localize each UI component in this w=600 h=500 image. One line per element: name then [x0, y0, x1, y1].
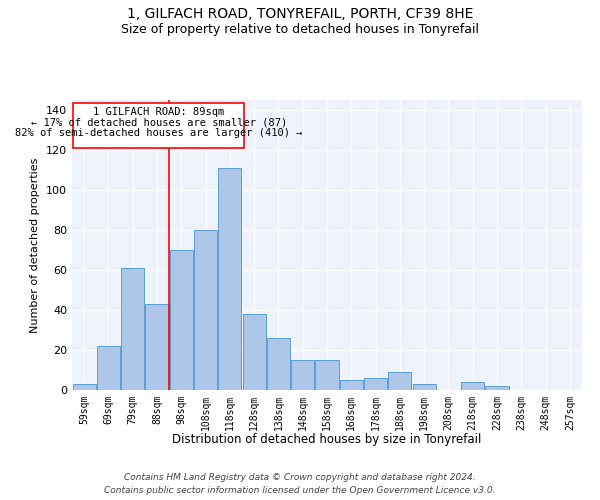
Y-axis label: Number of detached properties: Number of detached properties [31, 158, 40, 332]
Bar [218, 168, 241, 390]
Text: ← 17% of detached houses are smaller (87): ← 17% of detached houses are smaller (87… [31, 117, 287, 127]
Text: 1, GILFACH ROAD, TONYREFAIL, PORTH, CF39 8HE: 1, GILFACH ROAD, TONYREFAIL, PORTH, CF39… [127, 8, 473, 22]
Text: Distribution of detached houses by size in Tonyrefail: Distribution of detached houses by size … [172, 432, 482, 446]
Bar [242, 314, 266, 390]
Bar [461, 382, 484, 390]
Bar [121, 268, 144, 390]
Text: 82% of semi-detached houses are larger (410) →: 82% of semi-detached houses are larger (… [15, 128, 302, 138]
Bar [291, 360, 314, 390]
Bar [364, 378, 387, 390]
Bar [485, 386, 509, 390]
Text: Contains HM Land Registry data © Crown copyright and database right 2024.
Contai: Contains HM Land Registry data © Crown c… [104, 473, 496, 495]
FancyBboxPatch shape [73, 103, 244, 148]
Bar [267, 338, 290, 390]
Bar [145, 304, 169, 390]
Bar [316, 360, 338, 390]
Bar [97, 346, 120, 390]
Bar [73, 384, 95, 390]
Bar [170, 250, 193, 390]
Bar [388, 372, 412, 390]
Bar [194, 230, 217, 390]
Text: Size of property relative to detached houses in Tonyrefail: Size of property relative to detached ho… [121, 22, 479, 36]
Bar [413, 384, 436, 390]
Text: 1 GILFACH ROAD: 89sqm: 1 GILFACH ROAD: 89sqm [93, 107, 224, 117]
Bar [340, 380, 363, 390]
